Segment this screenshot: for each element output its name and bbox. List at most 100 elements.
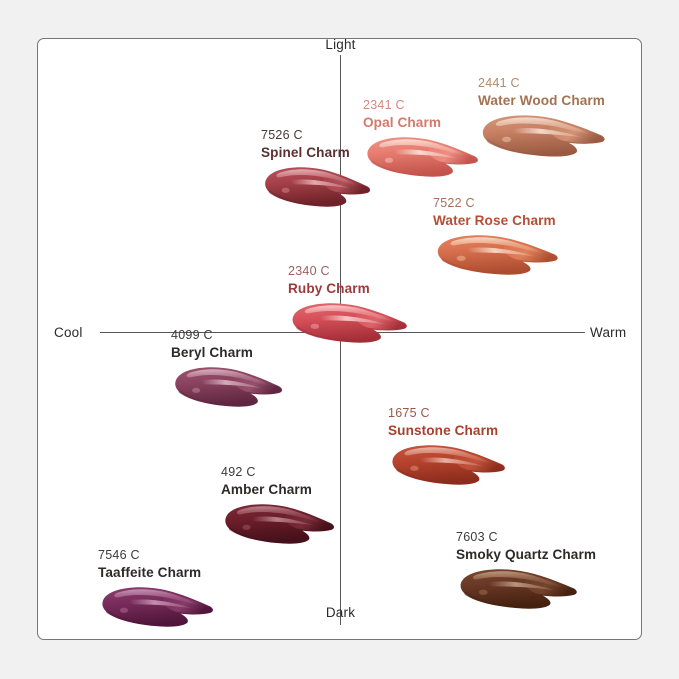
swatch-code: 2341 C — [363, 98, 405, 112]
swatch-name: Ruby Charm — [288, 281, 370, 296]
swatch-entry: 7522 C Water Rose Charm — [433, 195, 583, 278]
swatch-body — [482, 115, 605, 157]
swatch-shape — [265, 167, 371, 207]
lipstick-swatch-icon — [221, 501, 351, 547]
swatch-name: Opal Charm — [363, 115, 442, 130]
swatch-shadow — [178, 390, 224, 405]
lipstick-swatch-icon — [433, 232, 583, 278]
lipstick-swatch-icon — [388, 442, 533, 488]
swatch-name: Spinel Charm — [261, 145, 350, 160]
swatch-highlight-top — [379, 139, 470, 157]
swatch-specular-streak — [420, 457, 484, 467]
swatch-shape — [367, 137, 478, 177]
swatch-shadow — [370, 160, 418, 175]
swatch-specular-streak — [512, 128, 582, 138]
swatch-specular-streak — [320, 315, 386, 325]
swatch-highlight-top — [304, 305, 398, 323]
swatch-specular-streak — [251, 516, 314, 526]
swatch-highlight-dot — [384, 157, 394, 163]
swatch-shadow — [441, 258, 492, 273]
swatch-highlight-dot — [410, 465, 419, 471]
swatch-name: Amber Charm — [221, 482, 312, 497]
swatch-highlight-dot — [119, 607, 129, 613]
swatch-entry: 1675 C Sunstone Charm — [388, 405, 533, 488]
swatch-specular-streak — [290, 179, 351, 189]
axis-label-dark: Dark — [325, 605, 356, 620]
swatch-code: 7603 C — [456, 530, 498, 544]
lipstick-swatch-icon — [98, 584, 238, 630]
swatch-shadow — [296, 326, 345, 341]
swatch-shadow — [268, 190, 313, 205]
swatch-highlight-top — [473, 571, 568, 589]
swatch-body — [265, 167, 371, 207]
swatch-specular-streak — [467, 247, 536, 257]
swatch-highlight-top — [114, 589, 205, 607]
swatch-body — [175, 367, 283, 407]
swatch-shape — [437, 235, 558, 275]
swatch-shape — [225, 504, 335, 544]
swatch-body — [292, 303, 407, 343]
swatch-highlight-top — [236, 506, 326, 524]
swatch-shape — [102, 587, 213, 627]
swatch-shape — [392, 445, 505, 485]
lipstick-swatch-icon — [478, 112, 628, 160]
swatch-code: 2340 C — [288, 264, 330, 278]
swatch-highlight-dot — [456, 255, 466, 261]
swatch-entry: 2341 C Opal Charm — [363, 97, 493, 180]
swatch-specular-streak — [394, 149, 458, 159]
swatch-name: Water Rose Charm — [433, 213, 556, 228]
swatch-entry: 7603 C Smoky Quartz Charm — [456, 529, 616, 612]
lipstick-swatch-icon — [171, 364, 301, 410]
swatch-name: Taaffeite Charm — [98, 565, 202, 580]
swatch-highlight-dot — [502, 136, 512, 143]
swatch-highlight-top — [450, 237, 549, 255]
swatch-entry: 7546 C Taaffeite Charm — [98, 547, 238, 630]
lipstick-swatch-icon — [456, 566, 616, 612]
swatch-name: Beryl Charm — [171, 345, 253, 360]
swatch-body — [437, 235, 558, 275]
swatch-code: 7522 C — [433, 196, 475, 210]
swatch-body — [460, 569, 577, 609]
lipstick-swatch-icon — [261, 164, 391, 210]
swatch-code: 2441 C — [478, 76, 520, 90]
swatch-shape — [175, 367, 283, 407]
swatch-code: 7526 C — [261, 128, 303, 142]
swatch-highlight-dot — [310, 323, 320, 329]
swatch-shadow — [486, 139, 538, 155]
lipstick-swatch-icon — [288, 300, 428, 346]
swatch-body — [225, 504, 335, 544]
swatch-code: 7546 C — [98, 548, 140, 562]
swatch-body — [367, 137, 478, 177]
swatch-entry: 4099 C Beryl Charm — [171, 327, 301, 410]
swatch-name: Smoky Quartz Charm — [456, 547, 597, 562]
swatch-shadow — [464, 592, 514, 607]
swatch-shadow — [396, 468, 444, 483]
swatch-highlight-top — [495, 117, 595, 136]
shade-matrix-chart: Light Dark Cool Warm 2441 C Water Wood Ch… — [37, 38, 642, 640]
swatch-shape — [482, 115, 605, 157]
axis-label-light: Light — [325, 38, 356, 52]
swatch-shape — [292, 303, 407, 343]
swatch-specular-streak — [489, 581, 556, 591]
swatch-highlight-dot — [478, 589, 488, 595]
swatch-body — [102, 587, 213, 627]
swatch-shadow — [228, 527, 275, 542]
lipstick-swatch-icon — [363, 134, 493, 180]
swatch-highlight-dot — [242, 524, 251, 530]
swatch-highlight-top — [404, 447, 496, 465]
swatch-shadow — [105, 610, 153, 625]
swatch-code: 1675 C — [388, 406, 430, 420]
swatch-entry: 7526 C Spinel Charm — [261, 127, 391, 210]
swatch-highlight-dot — [192, 387, 201, 393]
swatch-name: Water Wood Charm — [478, 93, 605, 108]
swatch-highlight-dot — [281, 187, 290, 193]
axis-label-cool: Cool — [54, 325, 83, 340]
swatch-body — [392, 445, 505, 485]
swatch-highlight-top — [186, 369, 274, 387]
swatch-entry: 492 C Amber Charm — [221, 464, 351, 547]
axis-label-warm: Warm — [590, 325, 627, 340]
swatch-code: 492 C — [221, 465, 256, 479]
swatch-specular-streak — [129, 599, 193, 609]
swatch-entry: 2340 C Ruby Charm — [288, 263, 428, 346]
swatch-code: 4099 C — [171, 328, 213, 342]
